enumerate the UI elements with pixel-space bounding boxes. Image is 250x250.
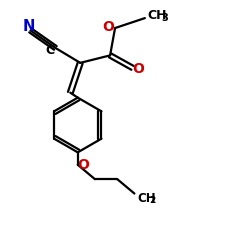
Text: O: O	[77, 158, 89, 172]
Text: 2: 2	[149, 196, 155, 205]
Text: CH: CH	[138, 192, 156, 204]
Text: 3: 3	[161, 12, 168, 22]
Text: O: O	[102, 20, 114, 34]
Text: N: N	[23, 19, 36, 34]
Text: O: O	[133, 62, 144, 76]
Text: C: C	[45, 44, 54, 58]
Text: CH: CH	[148, 8, 167, 22]
